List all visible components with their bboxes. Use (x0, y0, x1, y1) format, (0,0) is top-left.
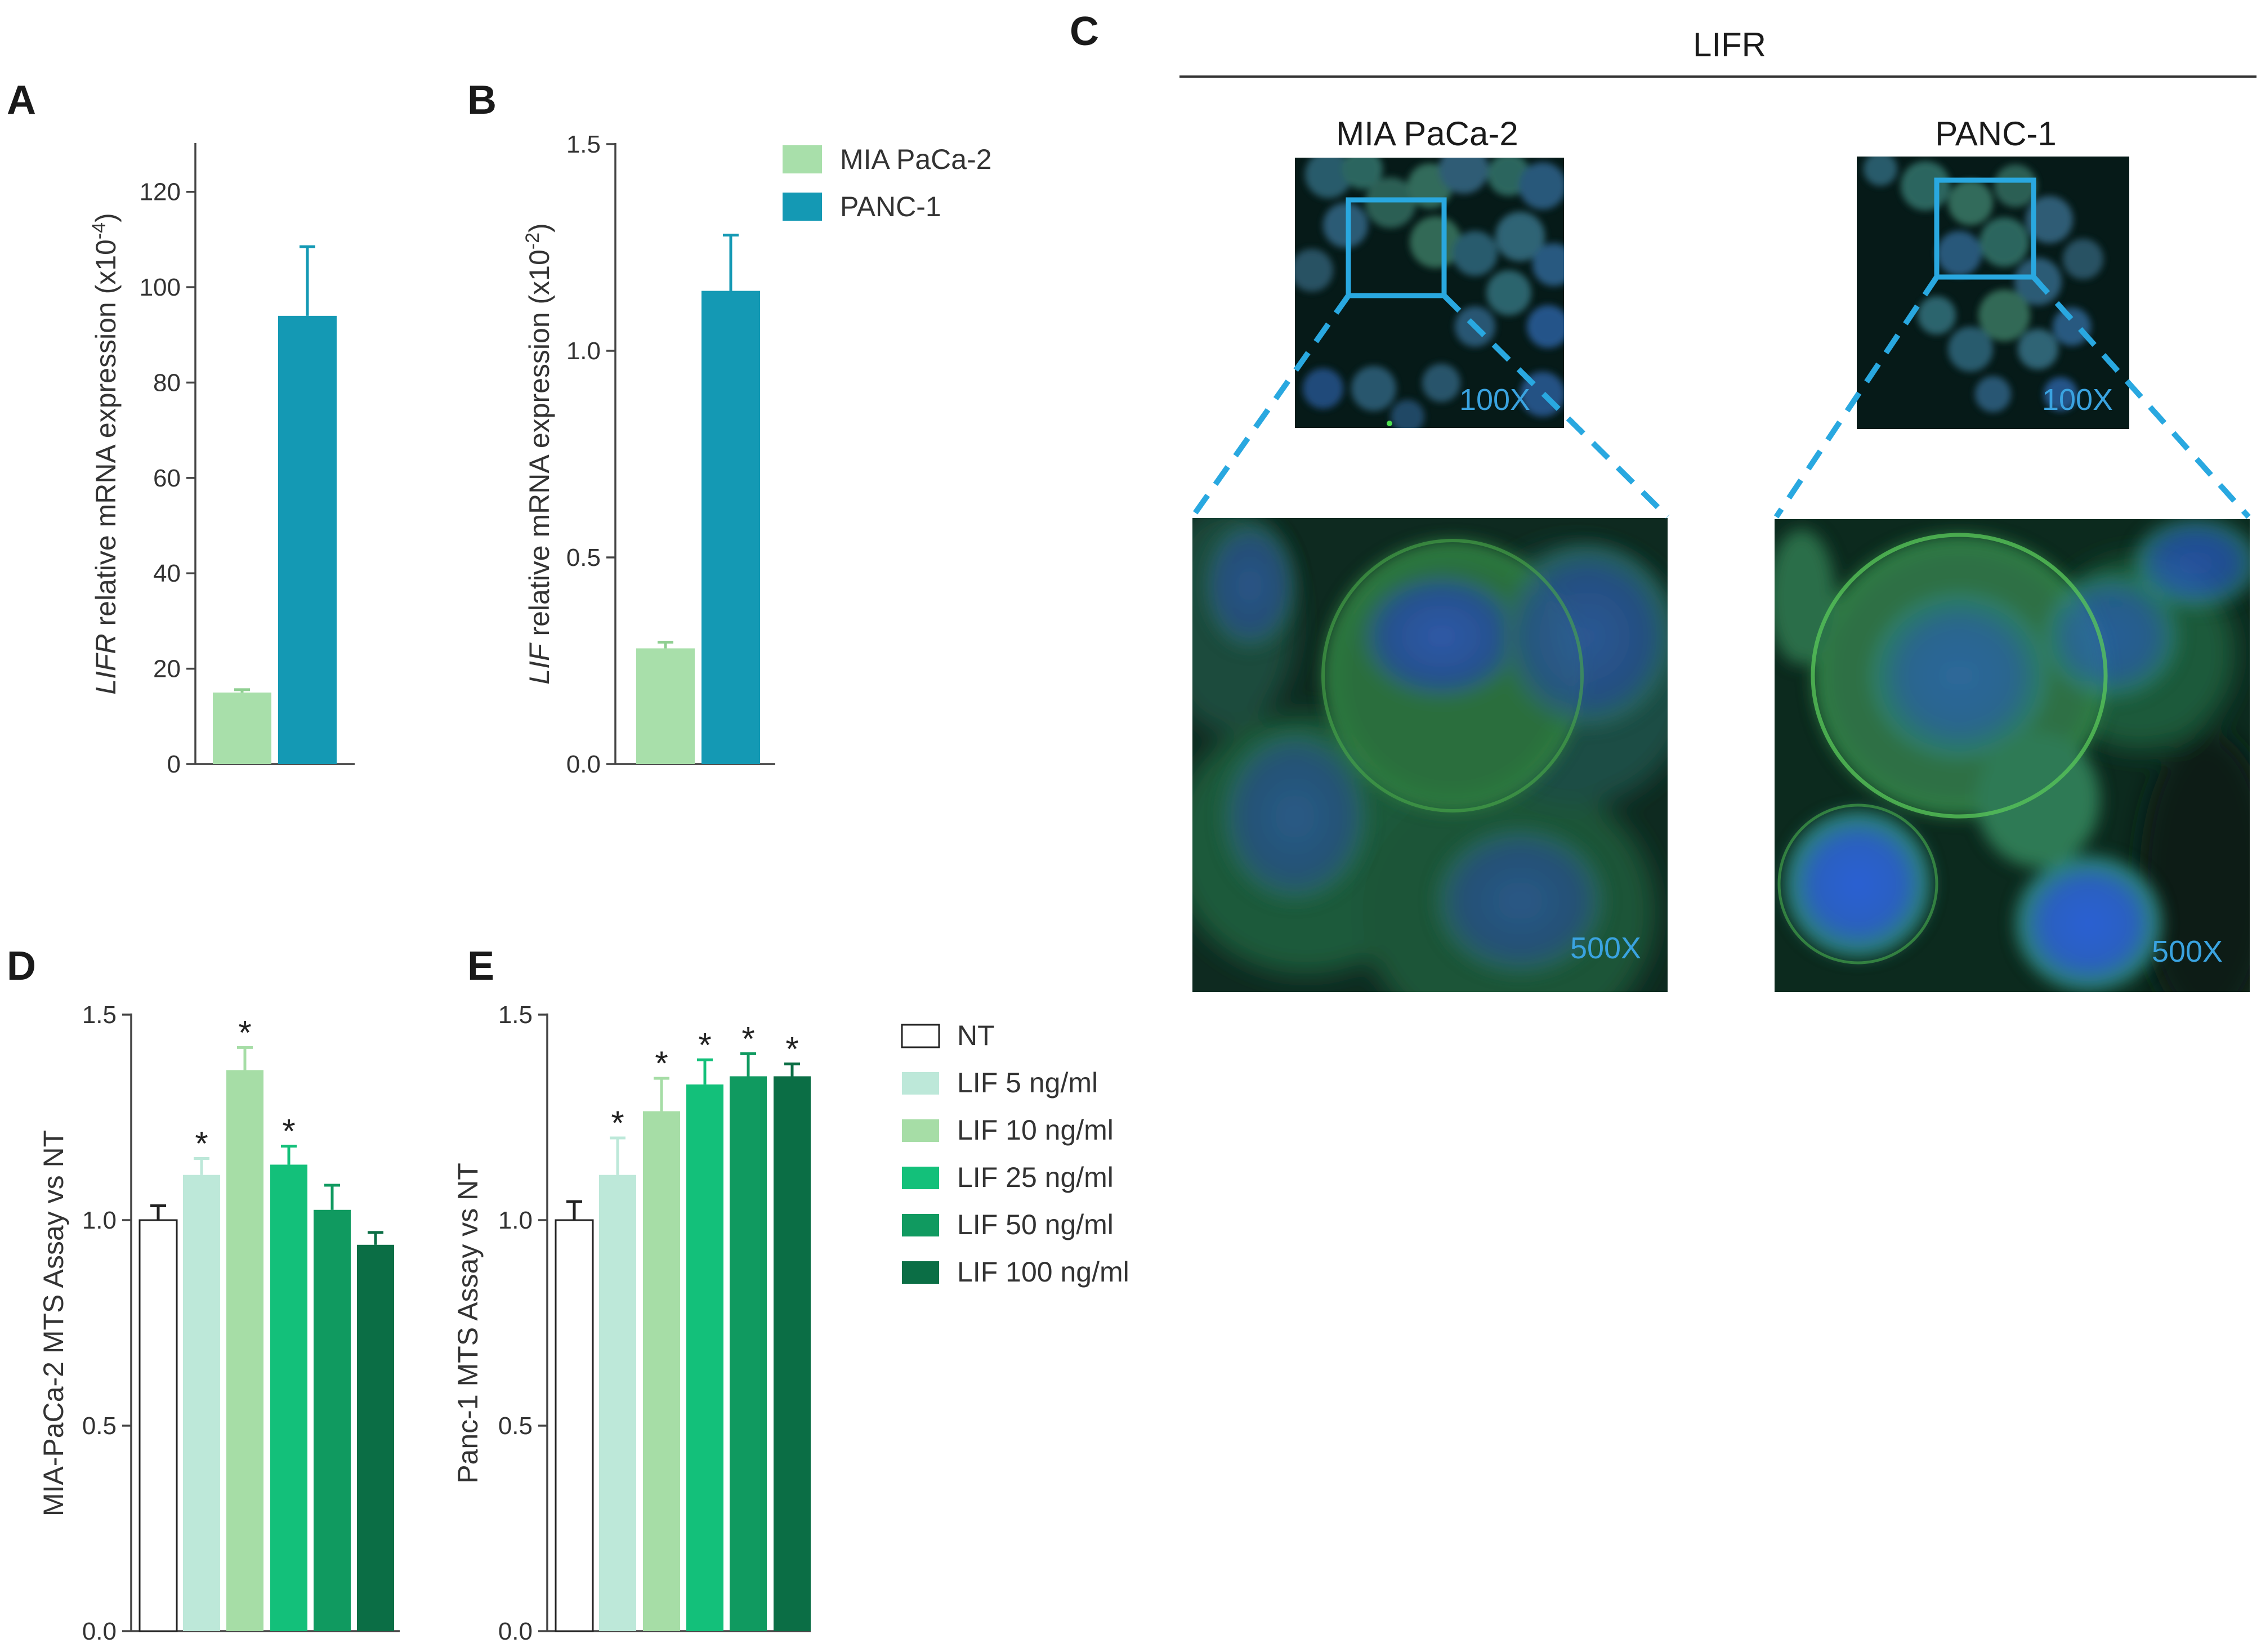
panel-label-b: B (467, 78, 497, 123)
chart-a-lifr-expression: 0 20 40 60 80 100 120 LIFR relative mRNA expres… (88, 143, 355, 778)
bar-lif-50-ng-ml (314, 1209, 351, 1631)
bar-panc-1 (701, 291, 760, 764)
legend-label-panc: PANC-1 (840, 191, 941, 222)
label-panc-1: PANC-1 (1935, 115, 2057, 153)
image-mia-500x (1192, 518, 1668, 992)
legend-swatch (902, 1072, 939, 1095)
legend-swatch (902, 1167, 939, 1189)
legend-label-mia: MIA PaCa-2 (840, 144, 992, 175)
panel-c-microscopy: LIFR MIA PaCa-2 PANC-1 (1179, 26, 2256, 992)
y-tick-label: 1.0 (498, 1207, 533, 1234)
panel-label-d: D (7, 944, 36, 989)
zoom-line-panc-right (2031, 275, 2251, 519)
legend-swatch-panc (783, 193, 822, 221)
y-tick-label: 0.0 (566, 751, 601, 778)
bar-lif-5-ng-ml (183, 1175, 220, 1631)
legend-label: LIF 100 ng/ml (957, 1256, 1129, 1288)
significance-star: * (282, 1113, 295, 1150)
bar-lif-100-ng-ml (774, 1076, 811, 1631)
y-tick-label: 0 (167, 751, 181, 778)
y-tick-label: 1.5 (498, 1001, 533, 1029)
significance-star: * (655, 1044, 668, 1082)
bar-lif-5-ng-ml (599, 1175, 636, 1631)
legend-swatch (902, 1119, 939, 1142)
y-tick-label: 80 (153, 369, 181, 396)
zoom-box-panc (1934, 177, 2036, 280)
image-mia-100x (1295, 158, 1564, 428)
image-panc-100x (1857, 157, 2129, 429)
mag-label-mia-100x: 100X (1459, 383, 1530, 417)
y-tick-label: 60 (153, 465, 181, 492)
bar-panc-1 (278, 315, 337, 764)
y-tick-label: 40 (153, 560, 181, 587)
mag-label-panc-100x: 100X (2042, 383, 2113, 417)
bar-mia-paca-2 (636, 648, 695, 764)
significance-star: * (741, 1020, 754, 1057)
panel-label-c: C (1070, 9, 1099, 54)
panel-label-e: E (467, 944, 494, 989)
legend-label: LIF 5 ng/ml (957, 1067, 1098, 1099)
significance-star: * (238, 1013, 251, 1051)
bar-lif-50-ng-ml (730, 1076, 767, 1631)
zoom-line-mia-left (1190, 294, 1351, 519)
bar-nt (555, 1219, 594, 1632)
y-tick-label: 100 (140, 274, 181, 301)
legend-swatch (902, 1214, 939, 1236)
bar-nt (138, 1219, 178, 1632)
zoom-line-mia-right (1442, 293, 1670, 519)
panel-c-title: LIFR (1693, 26, 1766, 64)
legend-label: NT (957, 1020, 995, 1051)
chart-b-lif-expression: 0.0 0.5 1.0 1.5 LIF relative mRNA expression… (522, 131, 775, 778)
legend-swatch (901, 1024, 940, 1048)
y-tick-label: 1.0 (82, 1207, 117, 1234)
significance-star: * (611, 1104, 624, 1142)
zoom-box-mia (1346, 197, 1447, 298)
bar-lif-10-ng-ml (643, 1111, 680, 1631)
bar-lif-25-ng-ml (686, 1084, 723, 1631)
y-tick-label: 0.5 (82, 1412, 117, 1440)
legend-swatch-mia (783, 145, 822, 173)
bar-lif-10-ng-ml (226, 1070, 263, 1631)
y-axis-label: LIF relative mRNA expression (x10-2) (522, 223, 555, 684)
chart-e-panc1-mts: 0.0 0.5 1.0 1.5 Panc-1 MTS Assay vs NT * * * * * (452, 1001, 811, 1645)
y-axis-label: MIA-PaCa-2 MTS Assay vs NT (38, 1130, 69, 1516)
significance-star: * (698, 1026, 711, 1064)
legend-label: LIF 25 ng/ml (957, 1162, 1114, 1193)
label-mia-paca-2: MIA PaCa-2 (1336, 115, 1518, 153)
bar-lif-25-ng-ml (270, 1164, 307, 1631)
legend-label: LIF 50 ng/ml (957, 1209, 1114, 1240)
y-tick-label: 20 (153, 655, 181, 683)
bar-lif-100-ng-ml (357, 1244, 394, 1631)
y-axis-label: LIFR relative mRNA expression (x10-4) (88, 213, 122, 695)
mag-label-mia-500x: 500X (1570, 931, 1641, 965)
y-tick-label: 1.5 (566, 131, 601, 158)
legend-cell-lines: MIA PaCa-2 PANC-1 (783, 144, 992, 222)
legend-treatments: NT LIF 5 ng/ml LIF 10 ng/ml LIF 25 ng/ml LIF… (901, 1020, 1129, 1288)
image-panc-500x (1775, 519, 2250, 992)
y-tick-label: 0.0 (498, 1618, 533, 1645)
chart-d-mia-paca-mts: 0.0 0.5 1.0 1.5 MIA-PaCa-2 MTS Assay vs NT * *… (38, 1001, 400, 1645)
y-tick-label: 120 (140, 178, 181, 206)
significance-star: * (195, 1125, 208, 1163)
y-tick-label: 0.0 (82, 1618, 117, 1645)
y-tick-label: 0.5 (498, 1412, 533, 1440)
legend-label: LIF 10 ng/ml (957, 1114, 1114, 1146)
bar-mia-paca-2 (213, 692, 271, 764)
legend-swatch (902, 1261, 939, 1284)
y-tick-label: 1.5 (82, 1001, 117, 1029)
panel-label-a: A (7, 78, 36, 123)
mag-label-panc-500x: 500X (2152, 935, 2223, 968)
y-tick-label: 1.0 (566, 337, 601, 365)
y-tick-label: 0.5 (566, 544, 601, 571)
y-axis-label: Panc-1 MTS Assay vs NT (452, 1163, 484, 1484)
zoom-line-panc-left (1773, 275, 1940, 519)
significance-star: * (785, 1030, 798, 1068)
